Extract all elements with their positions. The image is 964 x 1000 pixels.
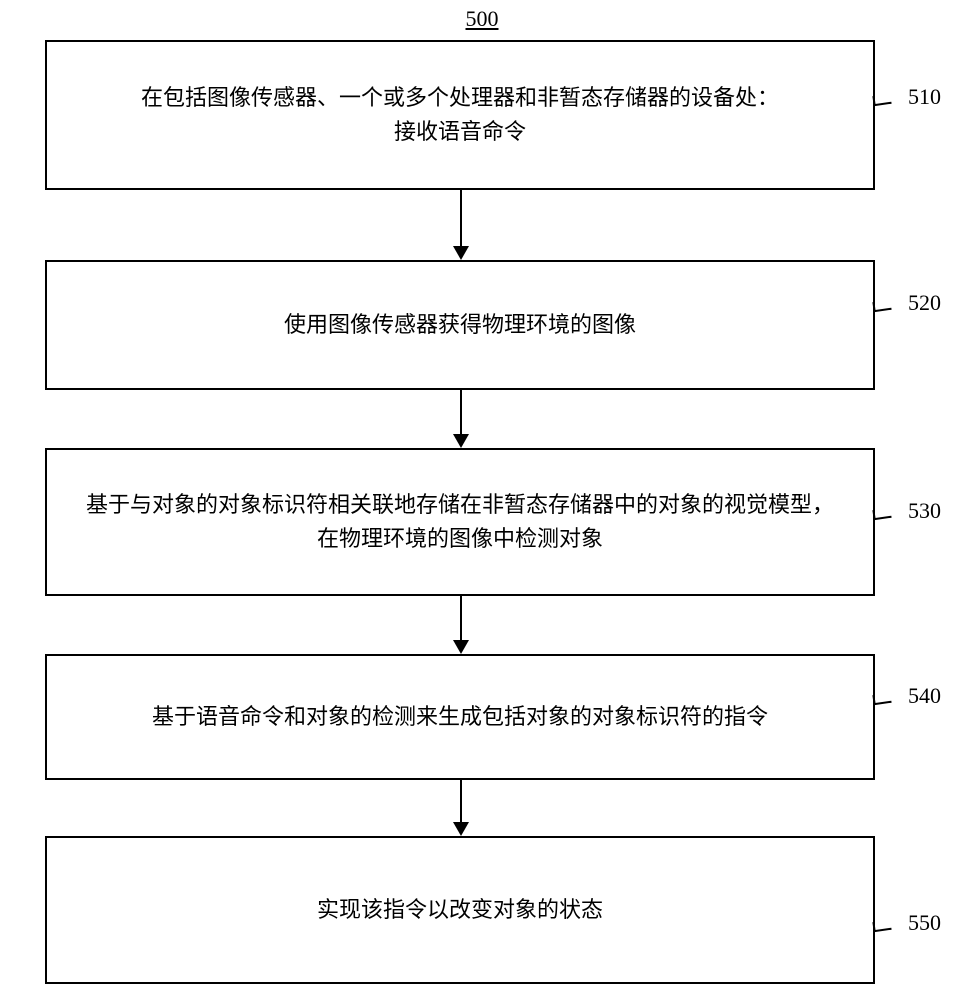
label-connector-tick (872, 300, 891, 312)
step-label-530: 530 (908, 498, 941, 524)
flowchart-step-540: 基于语音命令和对象的检测来生成包括对象的对象标识符的指令 (45, 654, 875, 780)
arrow-line (460, 390, 462, 434)
flowchart-step-530: 基于与对象的对象标识符相关联地存储在非暂态存储器中的对象的视觉模型， 在物理环境… (45, 448, 875, 596)
arrow-head-icon (453, 640, 469, 654)
step-label-550: 550 (908, 910, 941, 936)
step-label-540: 540 (908, 683, 941, 709)
label-connector-tick (872, 508, 891, 520)
arrow-line (460, 190, 462, 246)
step-text-line: 使用图像传感器获得物理环境的图像 (284, 308, 636, 342)
arrow-head-icon (453, 822, 469, 836)
step-text-line: 实现该指令以改变对象的状态 (317, 893, 603, 927)
label-connector-tick (872, 920, 891, 932)
flowchart-step-520: 使用图像传感器获得物理环境的图像 (45, 260, 875, 390)
step-label-520: 520 (908, 290, 941, 316)
step-text-line: 基于语音命令和对象的检测来生成包括对象的对象标识符的指令 (152, 700, 768, 734)
flowchart-step-550: 实现该指令以改变对象的状态 (45, 836, 875, 984)
step-text-line: 在包括图像传感器、一个或多个处理器和非暂态存储器的设备处： (141, 81, 779, 115)
arrow-head-icon (453, 246, 469, 260)
arrow-head-icon (453, 434, 469, 448)
step-label-510: 510 (908, 84, 941, 110)
flowchart-step-510: 在包括图像传感器、一个或多个处理器和非暂态存储器的设备处： 接收语音命令 (45, 40, 875, 190)
label-connector-tick (872, 693, 891, 705)
step-text-line: 基于与对象的对象标识符相关联地存储在非暂态存储器中的对象的视觉模型， (86, 488, 834, 522)
label-connector-tick (872, 94, 891, 106)
arrow-line (460, 780, 462, 822)
arrow-line (460, 596, 462, 640)
step-text-line: 接收语音命令 (394, 115, 526, 149)
step-text-line: 在物理环境的图像中检测对象 (317, 522, 603, 556)
figure-title: 500 (466, 6, 499, 32)
